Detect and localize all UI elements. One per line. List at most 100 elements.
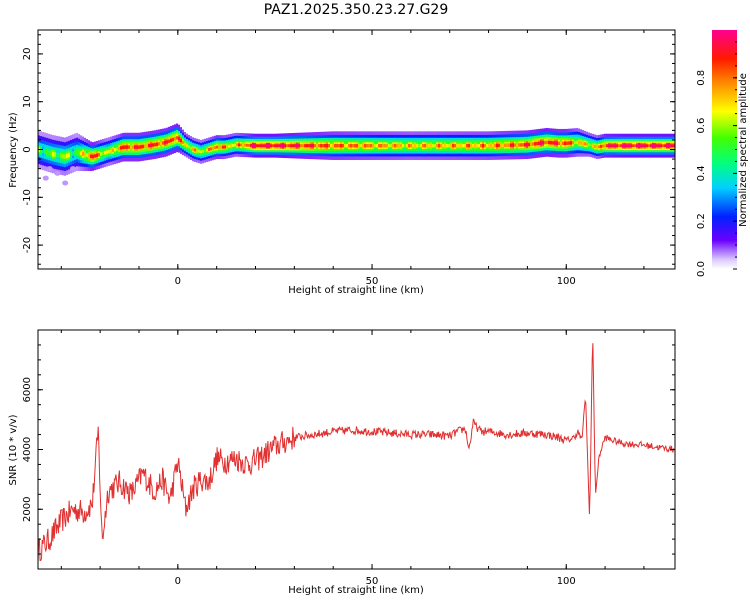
heatmap-cell: [166, 140, 168, 144]
heatmap-cell: [388, 143, 390, 148]
heatmap-cell: [52, 151, 54, 157]
heatmap-cell: [168, 139, 170, 143]
heatmap-cell: [296, 144, 298, 148]
heatmap-cell: [286, 144, 288, 148]
heatmap-cell: [120, 146, 122, 150]
spectrogram-y-label: Frequency (Hz): [8, 112, 19, 188]
heatmap-cell: [44, 149, 46, 154]
heatmap-cell: [104, 151, 106, 155]
heatmap-cell: [498, 143, 500, 148]
heatmap-cell: [216, 145, 218, 149]
x-tick-label: 0: [175, 576, 181, 587]
heatmap-cell: [132, 145, 134, 149]
heatmap-cell: [542, 141, 544, 145]
heatmap-cell: [144, 144, 146, 148]
heatmap-cell: [652, 144, 654, 148]
heatmap-cell: [440, 143, 442, 148]
x-tick-label: 100: [557, 576, 576, 587]
heatmap-cell: [150, 143, 152, 147]
heatmap-cell: [410, 143, 412, 148]
heatmap-cell: [464, 143, 466, 148]
heatmap-cell: [448, 143, 450, 148]
heatmap-cell: [590, 143, 592, 147]
heatmap-cell: [460, 143, 462, 148]
heatmap-cell: [212, 146, 214, 150]
colorbar: 0.0 0.2 0.4 0.6 0.8 Normalized spectral ampl…: [696, 30, 749, 277]
spectrogram-heatmap: [38, 123, 675, 186]
heatmap-cell: [252, 144, 254, 147]
heatmap-cell: [86, 153, 88, 157]
heatmap-cell: [538, 141, 540, 146]
heatmap-cell: [658, 144, 660, 148]
heatmap-cell: [480, 143, 482, 148]
y-tick-label: -10: [22, 189, 33, 205]
heatmap-cell: [484, 143, 486, 148]
heatmap-cell: [656, 144, 658, 148]
heatmap-cell: [430, 143, 432, 148]
heatmap-cell: [160, 141, 162, 146]
colorbar-gradient: [712, 30, 737, 269]
heatmap-cell: [446, 143, 448, 148]
heatmap-cell: [536, 141, 538, 146]
snr-x-axis: 0 50 100: [60, 330, 645, 587]
heatmap-cell: [300, 144, 302, 148]
heatmap-cell: [666, 144, 668, 148]
heatmap-cell: [314, 144, 316, 148]
heatmap-cell: [48, 150, 50, 156]
heatmap-cell: [236, 143, 238, 147]
heatmap-cell: [40, 148, 42, 153]
heatmap-cell: [418, 143, 420, 148]
heatmap-cell: [60, 153, 62, 159]
heatmap-cell: [416, 143, 418, 148]
heatmap-cell: [530, 142, 532, 146]
heatmap-cell: [560, 141, 562, 146]
figure-title: PAZ1.2025.350.23.27.G29: [264, 2, 449, 18]
heatmap-cell: [136, 145, 138, 149]
heatmap-cell: [354, 143, 356, 148]
heatmap-cell: [122, 145, 124, 149]
y-tick-label: 6000: [22, 377, 33, 402]
heatmap-cell: [98, 152, 100, 157]
heatmap-cell: [272, 144, 274, 148]
y-tick-label: 10: [22, 95, 33, 108]
heatmap-cell: [504, 143, 506, 147]
heatmap-cell: [502, 143, 504, 148]
heatmap-cell: [552, 141, 554, 145]
heatmap-cell: [442, 143, 444, 148]
heatmap-cell: [288, 144, 290, 148]
heatmap-cell: [398, 143, 400, 148]
heatmap-cell: [454, 143, 456, 148]
heatmap-cell: [426, 143, 428, 148]
heatmap-cell: [390, 143, 392, 148]
heatmap-cell: [412, 143, 414, 148]
heatmap-cell: [148, 143, 150, 148]
heatmap-cell: [100, 152, 102, 156]
heatmap-cell: [496, 143, 498, 148]
heatmap-cell: [336, 143, 338, 148]
heatmap-cell: [164, 140, 166, 145]
y-tick-label: 0: [22, 146, 33, 152]
heatmap-cell: [246, 143, 248, 147]
heatmap-cell: [516, 143, 518, 147]
heatmap-cell: [618, 144, 620, 148]
heatmap-cell: [308, 144, 310, 148]
heatmap-cell: [238, 143, 240, 147]
heatmap-cell: [340, 143, 342, 148]
heatmap-cell: [452, 143, 454, 148]
heatmap-cell: [230, 144, 232, 148]
heatmap-cell: [128, 145, 130, 149]
heatmap-cell: [576, 140, 578, 145]
heatmap-cell: [218, 145, 220, 149]
heatmap-cell: [520, 143, 522, 147]
heatmap-cell: [248, 143, 250, 147]
heatmap-cell: [612, 144, 614, 148]
heatmap-cell: [600, 144, 602, 148]
heatmap-blob: [54, 170, 61, 176]
heatmap-cell: [72, 151, 74, 156]
heatmap-cell: [470, 143, 472, 148]
heatmap-cell: [488, 143, 490, 148]
heatmap-cell: [546, 140, 548, 145]
heatmap-cell: [366, 143, 368, 148]
snr-background: [38, 330, 675, 569]
heatmap-cell: [362, 143, 364, 148]
